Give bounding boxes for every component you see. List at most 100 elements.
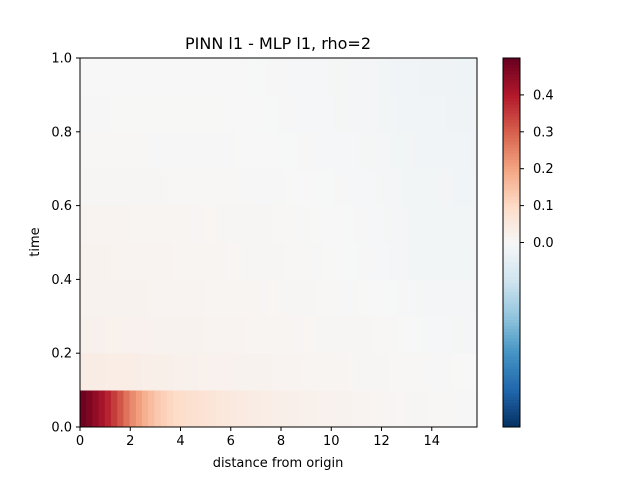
colorbar-segment — [503, 64, 520, 68]
colorbar-segment — [503, 377, 520, 382]
heatmap-cell — [80, 94, 87, 133]
heatmap-cell — [235, 353, 242, 391]
heatmap-cell — [433, 58, 441, 96]
heatmap-cell — [464, 94, 472, 133]
heatmap-cell — [204, 94, 211, 133]
heatmap-cell — [297, 58, 304, 96]
colorbar-segment — [503, 374, 520, 379]
colorbar-segment — [503, 137, 520, 142]
colorbar-segment — [503, 282, 520, 287]
heatmap-cell — [445, 58, 453, 96]
heatmap-cell — [228, 242, 236, 280]
heatmap-cell — [247, 353, 255, 391]
heatmap-cell — [278, 390, 286, 428]
heatmap-cell — [204, 316, 211, 354]
heatmap-cell — [173, 131, 180, 170]
heatmap-cell — [321, 94, 329, 133]
heatmap-cell — [359, 242, 366, 280]
heatmap-cell — [458, 94, 465, 133]
heatmap-cell — [154, 353, 162, 391]
colorbar-segment — [503, 177, 520, 182]
heatmap-cell — [452, 316, 459, 354]
heatmap-cell — [104, 131, 112, 170]
heatmap-cell — [92, 279, 100, 317]
heatmap-cell — [470, 390, 478, 428]
heatmap-cell — [222, 94, 230, 133]
heatmap-cell — [439, 168, 447, 206]
heatmap-cell — [396, 316, 403, 354]
heatmap-cell — [247, 94, 255, 133]
heatmap-cell — [173, 390, 180, 428]
colorbar-segment — [503, 267, 520, 271]
colorbar-segment — [503, 322, 520, 327]
heatmap-cell — [359, 131, 366, 170]
heatmap-cell — [303, 316, 310, 354]
heatmap-cell — [98, 242, 106, 280]
heatmap-cell — [154, 242, 162, 280]
heatmap-cell — [129, 205, 137, 243]
heatmap-cell — [315, 316, 323, 354]
heatmap-cell — [383, 279, 391, 317]
heatmap-cell — [328, 279, 335, 317]
heatmap-cell — [396, 58, 403, 96]
heatmap-cell — [439, 94, 447, 133]
colorbar-segment — [503, 420, 520, 425]
heatmap-cell — [414, 58, 422, 96]
heatmap-cell — [452, 205, 459, 243]
heatmap-cell — [154, 279, 162, 317]
x-tick-label: 0 — [76, 434, 84, 449]
heatmap-cell — [80, 205, 87, 243]
heatmap-cell — [408, 58, 416, 96]
heatmap-cell — [303, 168, 310, 206]
heatmap-cell — [222, 58, 230, 96]
heatmap-cell — [104, 58, 112, 96]
heatmap-cell — [284, 94, 292, 133]
heatmap-cell — [272, 279, 279, 317]
heatmap-cell — [427, 205, 434, 243]
heatmap-cell — [390, 58, 397, 96]
heatmap-cell — [123, 94, 131, 133]
heatmap-cell — [352, 242, 360, 280]
colorbar-segment — [503, 316, 520, 320]
heatmap-cell — [266, 390, 273, 428]
heatmap-cell — [98, 353, 106, 391]
heatmap-cell — [228, 316, 236, 354]
y-tick-label: 0.2 — [51, 347, 72, 362]
heatmap-cell — [123, 168, 131, 206]
heatmap-cell — [383, 390, 391, 428]
heatmap-cell — [303, 353, 310, 391]
heatmap-cell — [328, 353, 335, 391]
heatmap-cell — [148, 58, 155, 96]
heatmap-cell — [98, 279, 106, 317]
heatmap-cell — [104, 94, 112, 133]
heatmap-cell — [352, 316, 360, 354]
heatmap-cell — [185, 353, 193, 391]
heatmap-cell — [266, 205, 273, 243]
heatmap-cell — [309, 58, 317, 96]
colorbar-segment — [503, 79, 520, 84]
heatmap-cell — [160, 168, 168, 206]
heatmap-cell — [303, 242, 310, 280]
heatmap-cell — [284, 58, 292, 96]
heatmap-cell — [297, 94, 304, 133]
colorbar-segment — [503, 128, 520, 133]
heatmap-cell — [427, 168, 434, 206]
heatmap-cell — [86, 58, 93, 96]
heatmap-cell — [315, 279, 323, 317]
heatmap-cell — [321, 316, 329, 354]
heatmap-cell — [396, 242, 403, 280]
heatmap-cell — [166, 131, 174, 170]
heatmap-cell — [421, 279, 428, 317]
colorbar-segment — [503, 91, 520, 96]
heatmap-cell — [191, 94, 199, 133]
heatmap-cell — [235, 168, 242, 206]
heatmap-cell — [210, 242, 217, 280]
heatmap-cell — [371, 168, 379, 206]
heatmap-cell — [365, 58, 372, 96]
heatmap-cell — [445, 94, 453, 133]
heatmap-cell — [135, 94, 143, 133]
heatmap-cell — [414, 390, 422, 428]
heatmap-cell — [272, 242, 279, 280]
colorbar-segment — [503, 76, 520, 81]
heatmap-cell — [80, 390, 87, 428]
